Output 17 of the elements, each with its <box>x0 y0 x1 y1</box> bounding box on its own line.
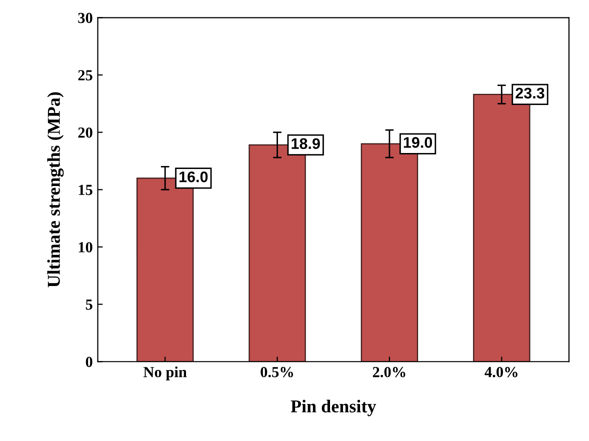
y-tick-label: 30 <box>78 12 92 24</box>
x-tick-label: 2.0% <box>372 366 406 378</box>
y-tick-label: 5 <box>86 300 92 310</box>
x-tick-label: 0.5% <box>260 366 294 378</box>
data-label: 23.3 <box>516 88 544 99</box>
y-tick-label: 20 <box>78 127 92 138</box>
y-tick-label: 25 <box>78 70 92 80</box>
data-label: 16.0 <box>180 171 208 182</box>
y-tick-label: 10 <box>78 242 92 252</box>
x-tick-label: 4.0% <box>484 366 518 378</box>
data-label: 18.9 <box>292 138 320 150</box>
y-axis-title: Ultimate strengths (MPa) <box>47 92 64 288</box>
y-tick-label: 15 <box>78 184 92 196</box>
data-label: 19.0 <box>404 137 432 148</box>
x-axis-title: Pin density <box>290 400 376 416</box>
y-tick-label: 0 <box>86 356 92 368</box>
x-tick-label: No pin <box>144 366 187 380</box>
